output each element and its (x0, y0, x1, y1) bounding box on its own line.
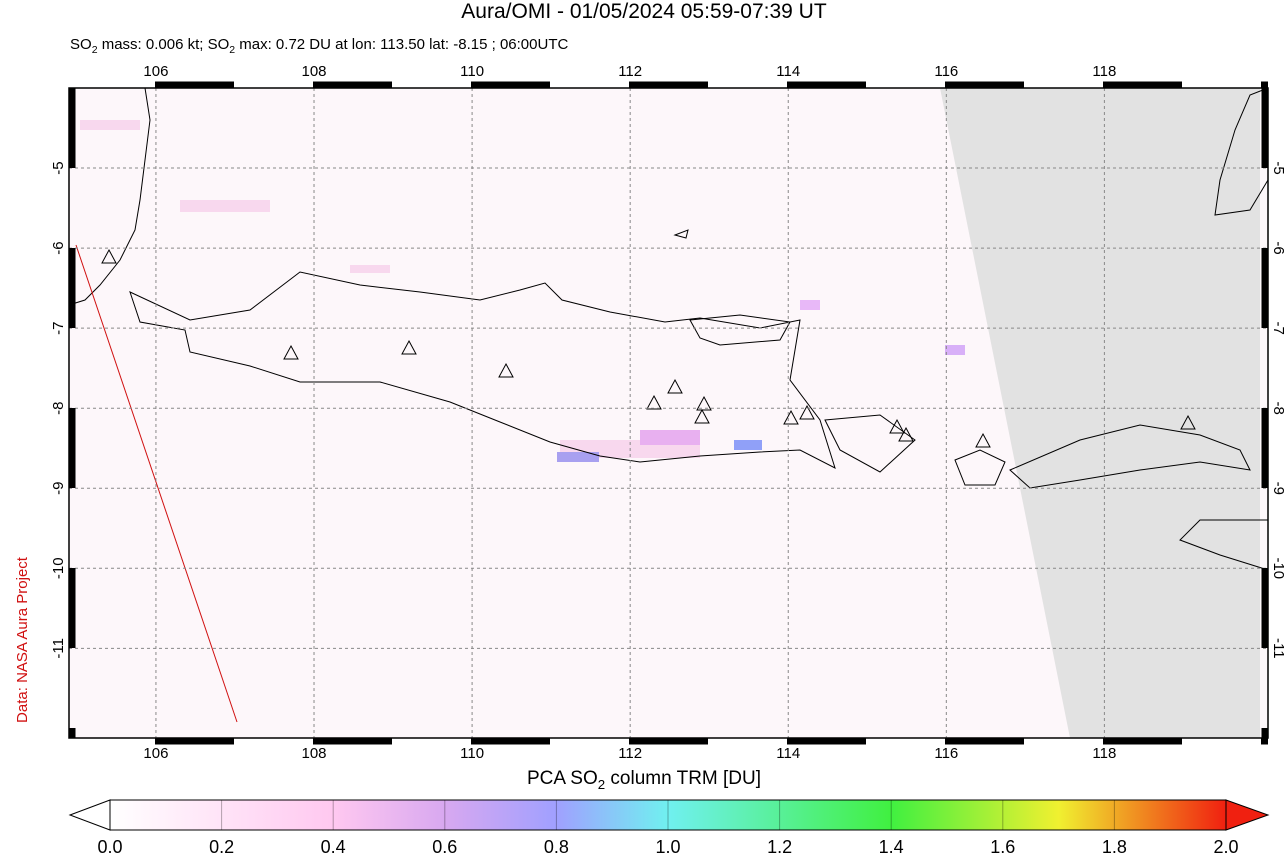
colorbar-tick-label: 1.4 (879, 837, 904, 855)
credit: Data: NASA Aura Project (14, 556, 31, 723)
subtitle-part: SO (70, 36, 92, 53)
y-tick-label: -8 (50, 402, 67, 415)
y-tick-label: -5 (1270, 161, 1287, 174)
x-tick-label: 110 (460, 745, 484, 762)
orbit-edge (75, 244, 238, 723)
so2-pixel (557, 452, 599, 462)
colorbar-under (68, 799, 111, 831)
y-tick-label: -10 (1270, 557, 1287, 579)
y-tick-label: -8 (1270, 402, 1287, 415)
map-background (69, 88, 1268, 738)
graticule (69, 88, 1268, 738)
y-tick-label: -9 (50, 482, 67, 495)
frame-bands (68, 81, 1269, 745)
x-tick-label: 112 (618, 63, 642, 80)
coastlines (68, 87, 1269, 571)
x-tick-label: 106 (143, 63, 168, 80)
subscript: 2 (91, 44, 98, 56)
y-tick-label: -6 (1270, 241, 1287, 254)
subscript: 2 (229, 44, 236, 56)
x-tick-label: 116 (934, 63, 958, 80)
colorbar-tick-label: 0.8 (544, 837, 569, 855)
colorbar-tick-label: 1.2 (767, 837, 792, 855)
colorbar-over (1225, 799, 1270, 831)
colorbar-tick-label: 1.0 (655, 837, 680, 855)
label-part: PCA SO (526, 768, 598, 789)
x-tick-label: 118 (1092, 745, 1116, 762)
map-frame (68, 87, 1269, 739)
x-tick-label: 108 (302, 745, 327, 762)
x-tick-label: 112 (618, 745, 642, 762)
y-tick-label: -7 (50, 321, 67, 334)
y-tick-label: -7 (1270, 321, 1287, 334)
x-tick-label: 114 (776, 745, 800, 762)
colorbar-tick-label: 0.6 (432, 837, 457, 855)
colorbar-tick-label: 1.8 (1102, 837, 1127, 855)
y-tick-label: -9 (1270, 482, 1287, 495)
x-tick-label: 116 (934, 745, 958, 762)
label-part: column TRM [DU] (605, 768, 762, 789)
x-tick-label: 114 (776, 63, 800, 80)
colorbar-tick-label: 0.0 (97, 837, 122, 855)
subtitle-part: mass: 0.006 kt; SO (97, 36, 230, 53)
subscript: 2 (597, 776, 606, 792)
x-tick-label: 108 (302, 63, 327, 80)
subtitle: SO2 mass: 0.006 kt; SO2 max: 0.72 DU at … (70, 36, 568, 56)
volcanoes (101, 248, 1196, 448)
title: Aura/OMI - 01/05/2024 05:59-07:39 UT (0, 0, 1288, 24)
colorbar-tick-label: 1.6 (990, 837, 1015, 855)
y-tick-label: -5 (50, 161, 67, 174)
y-tick-label: -6 (50, 241, 67, 254)
x-tick-label: 110 (460, 63, 484, 80)
colorbar-tick-label: 0.2 (209, 837, 234, 855)
subtitle-part: max: 0.72 DU at lon: 113.50 lat: -8.15 ;… (235, 36, 569, 53)
colorbar (109, 799, 1227, 831)
y-tick-label: -11 (50, 638, 67, 659)
x-tick-label: 118 (1092, 63, 1116, 80)
no-data-region (940, 88, 1260, 738)
y-tick-label: -11 (1270, 638, 1287, 659)
x-tick-label: 106 (143, 745, 168, 762)
colorbar-tick-label: 0.4 (321, 837, 346, 855)
so2-pixels (80, 120, 965, 458)
title-text: Aura/OMI - 01/05/2024 05:59-07:39 UT (461, 0, 827, 23)
y-tick-label: -10 (50, 557, 67, 579)
colorbar-title: PCA SO2 column TRM [DU] (0, 768, 1288, 792)
colorbar-tick-label: 2.0 (1213, 837, 1238, 855)
so2-pixel (734, 440, 762, 450)
